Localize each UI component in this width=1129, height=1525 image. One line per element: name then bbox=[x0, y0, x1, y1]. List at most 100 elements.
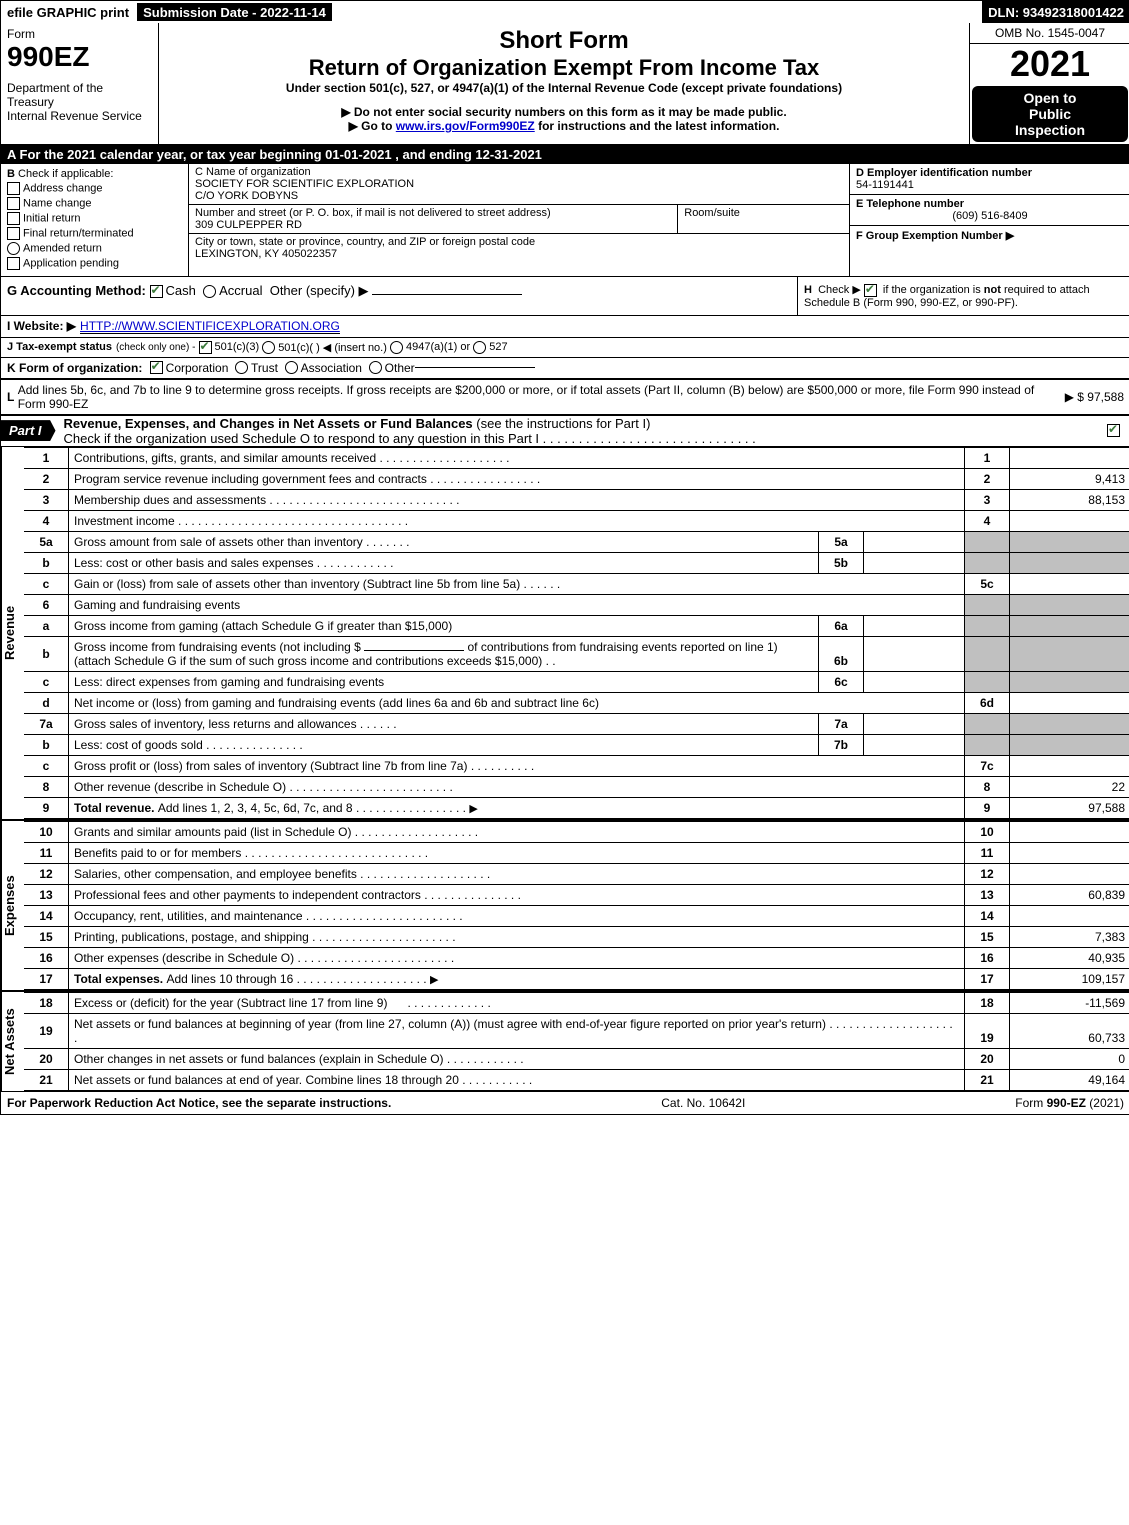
city-label: City or town, state or province, country… bbox=[195, 236, 843, 248]
check-pending[interactable]: Application pending bbox=[7, 257, 182, 270]
phone-value: (609) 516-8409 bbox=[856, 210, 1124, 222]
line-desc: Printing, publications, postage, and shi… bbox=[69, 926, 965, 947]
shaded-cell bbox=[965, 671, 1010, 692]
line-20: 20Other changes in net assets or fund ba… bbox=[24, 1048, 1129, 1069]
section-a-bar: A For the 2021 calendar year, or tax yea… bbox=[1, 145, 1129, 164]
check-initial-label: Initial return bbox=[23, 212, 80, 224]
k-other-input[interactable] bbox=[415, 367, 535, 368]
radio-4947[interactable] bbox=[390, 341, 403, 354]
checkbox-icon[interactable] bbox=[7, 227, 20, 240]
line-desc: Gaming and fundraising events bbox=[69, 594, 965, 615]
checkbox-icon[interactable] bbox=[7, 212, 20, 225]
radio-assoc[interactable] bbox=[285, 361, 298, 374]
line-9: 9Total revenue. Add lines 1, 2, 3, 4, 5c… bbox=[24, 797, 1129, 818]
radio-501c[interactable] bbox=[262, 341, 275, 354]
check-amended[interactable]: Amended return bbox=[7, 242, 182, 255]
line-num: 9 bbox=[24, 797, 69, 818]
line-amount bbox=[1010, 905, 1129, 926]
line-num: 17 bbox=[24, 968, 69, 989]
line-ref: 12 bbox=[965, 863, 1010, 884]
line-21: 21Net assets or fund balances at end of … bbox=[24, 1069, 1129, 1090]
directive-2-post: for instructions and the latest informat… bbox=[535, 119, 780, 133]
line-desc: Gross income from fundraising events (no… bbox=[69, 636, 819, 671]
irs-link[interactable]: www.irs.gov/Form990EZ bbox=[396, 119, 535, 133]
website-link[interactable]: HTTP://WWW.SCIENTIFICEXPLORATION.ORG bbox=[80, 319, 340, 334]
line-15: 15Printing, publications, postage, and s… bbox=[24, 926, 1129, 947]
shaded-cell bbox=[1010, 734, 1129, 755]
shaded-cell bbox=[1010, 636, 1129, 671]
ein-cell: D Employer identification number 54-1191… bbox=[850, 164, 1129, 195]
line-14: 14Occupancy, rent, utilities, and mainte… bbox=[24, 905, 1129, 926]
check-name-change[interactable]: Name change bbox=[7, 197, 182, 210]
radio-icon[interactable] bbox=[7, 242, 20, 255]
check-final-label: Final return/terminated bbox=[23, 227, 134, 239]
line-amount: 22 bbox=[1010, 776, 1129, 797]
line-desc: Investment income . . . . . . . . . . . … bbox=[69, 510, 965, 531]
submission-date-label: Submission Date - 2022-11-14 bbox=[135, 1, 334, 23]
form-number: 990EZ bbox=[7, 41, 152, 73]
sub-ref: 6c bbox=[819, 671, 864, 692]
line-desc: Program service revenue including govern… bbox=[69, 468, 965, 489]
checkbox-icon[interactable] bbox=[7, 182, 20, 195]
subtitle: Under section 501(c), 527, or 4947(a)(1)… bbox=[163, 81, 965, 95]
check-initial-return[interactable]: Initial return bbox=[7, 212, 182, 225]
line-amount bbox=[1010, 842, 1129, 863]
checkbox-501c3[interactable] bbox=[199, 341, 212, 354]
shaded-cell bbox=[965, 531, 1010, 552]
line-amount: 9,413 bbox=[1010, 468, 1129, 489]
directive-1: ▶ Do not enter social security numbers o… bbox=[163, 105, 965, 119]
line-num: a bbox=[24, 615, 69, 636]
check-final-return[interactable]: Final return/terminated bbox=[7, 227, 182, 240]
checkbox-cash[interactable] bbox=[150, 285, 163, 298]
line-amount: 60,733 bbox=[1010, 1013, 1129, 1048]
checkbox-icon[interactable] bbox=[7, 257, 20, 270]
line-num: 13 bbox=[24, 884, 69, 905]
radio-accrual[interactable] bbox=[203, 285, 216, 298]
main-title: Return of Organization Exempt From Incom… bbox=[163, 55, 965, 81]
line-desc: Total revenue. Add lines 1, 2, 3, 4, 5c,… bbox=[69, 797, 965, 818]
g-other: Other (specify) ▶ bbox=[270, 283, 369, 298]
line-ref: 10 bbox=[965, 821, 1010, 842]
line-amount bbox=[1010, 573, 1129, 594]
sub-ref: 5a bbox=[819, 531, 864, 552]
k-trust: Trust bbox=[251, 361, 278, 375]
efile-print-label[interactable]: efile GRAPHIC print bbox=[1, 1, 135, 23]
fundraising-input[interactable] bbox=[364, 650, 464, 651]
phone-cell: E Telephone number (609) 516-8409 bbox=[850, 195, 1129, 226]
shaded-cell bbox=[965, 615, 1010, 636]
org-name-cell: C Name of organization SOCIETY FOR SCIEN… bbox=[189, 164, 849, 204]
expenses-vert-label: Expenses bbox=[1, 821, 24, 990]
line-desc: Gross sales of inventory, less returns a… bbox=[69, 713, 819, 734]
header-left: Form 990EZ Department of the Treasury In… bbox=[1, 23, 159, 144]
line-desc: Occupancy, rent, utilities, and maintena… bbox=[69, 905, 965, 926]
line-desc: Net assets or fund balances at end of ye… bbox=[69, 1069, 965, 1090]
radio-527[interactable] bbox=[473, 341, 486, 354]
check-address-change[interactable]: Address change bbox=[7, 182, 182, 195]
line-ref: 4 bbox=[965, 510, 1010, 531]
sub-amount bbox=[864, 531, 965, 552]
radio-trust[interactable] bbox=[235, 361, 248, 374]
line-11: 11Benefits paid to or for members . . . … bbox=[24, 842, 1129, 863]
checkbox-h[interactable] bbox=[864, 284, 877, 297]
footer-left: For Paperwork Reduction Act Notice, see … bbox=[7, 1096, 391, 1110]
sub-ref: 5b bbox=[819, 552, 864, 573]
checkbox-schedule-o[interactable] bbox=[1107, 424, 1120, 437]
street-cell: Number and street (or P. O. box, if mail… bbox=[189, 205, 678, 233]
line-amount bbox=[1010, 863, 1129, 884]
line-17: 17Total expenses. Add lines 10 through 1… bbox=[24, 968, 1129, 989]
column-c: C Name of organization SOCIETY FOR SCIEN… bbox=[189, 164, 849, 276]
line-desc: Contributions, gifts, grants, and simila… bbox=[69, 447, 965, 468]
line-ref: 5c bbox=[965, 573, 1010, 594]
net-assets-vert-label: Net Assets bbox=[1, 992, 24, 1091]
h-text1: Check ▶ bbox=[818, 284, 861, 296]
g-other-input[interactable] bbox=[372, 294, 522, 295]
line-ref: 16 bbox=[965, 947, 1010, 968]
radio-other[interactable] bbox=[369, 361, 382, 374]
checkbox-corp[interactable] bbox=[150, 361, 163, 374]
k-other: Other bbox=[385, 361, 415, 375]
k-label: K Form of organization: bbox=[7, 361, 142, 375]
city-cell: City or town, state or province, country… bbox=[189, 234, 849, 262]
checkbox-icon[interactable] bbox=[7, 197, 20, 210]
dept-label: Department of the Treasury bbox=[7, 81, 152, 109]
group-label: F Group Exemption Number ▶ bbox=[856, 230, 1014, 242]
